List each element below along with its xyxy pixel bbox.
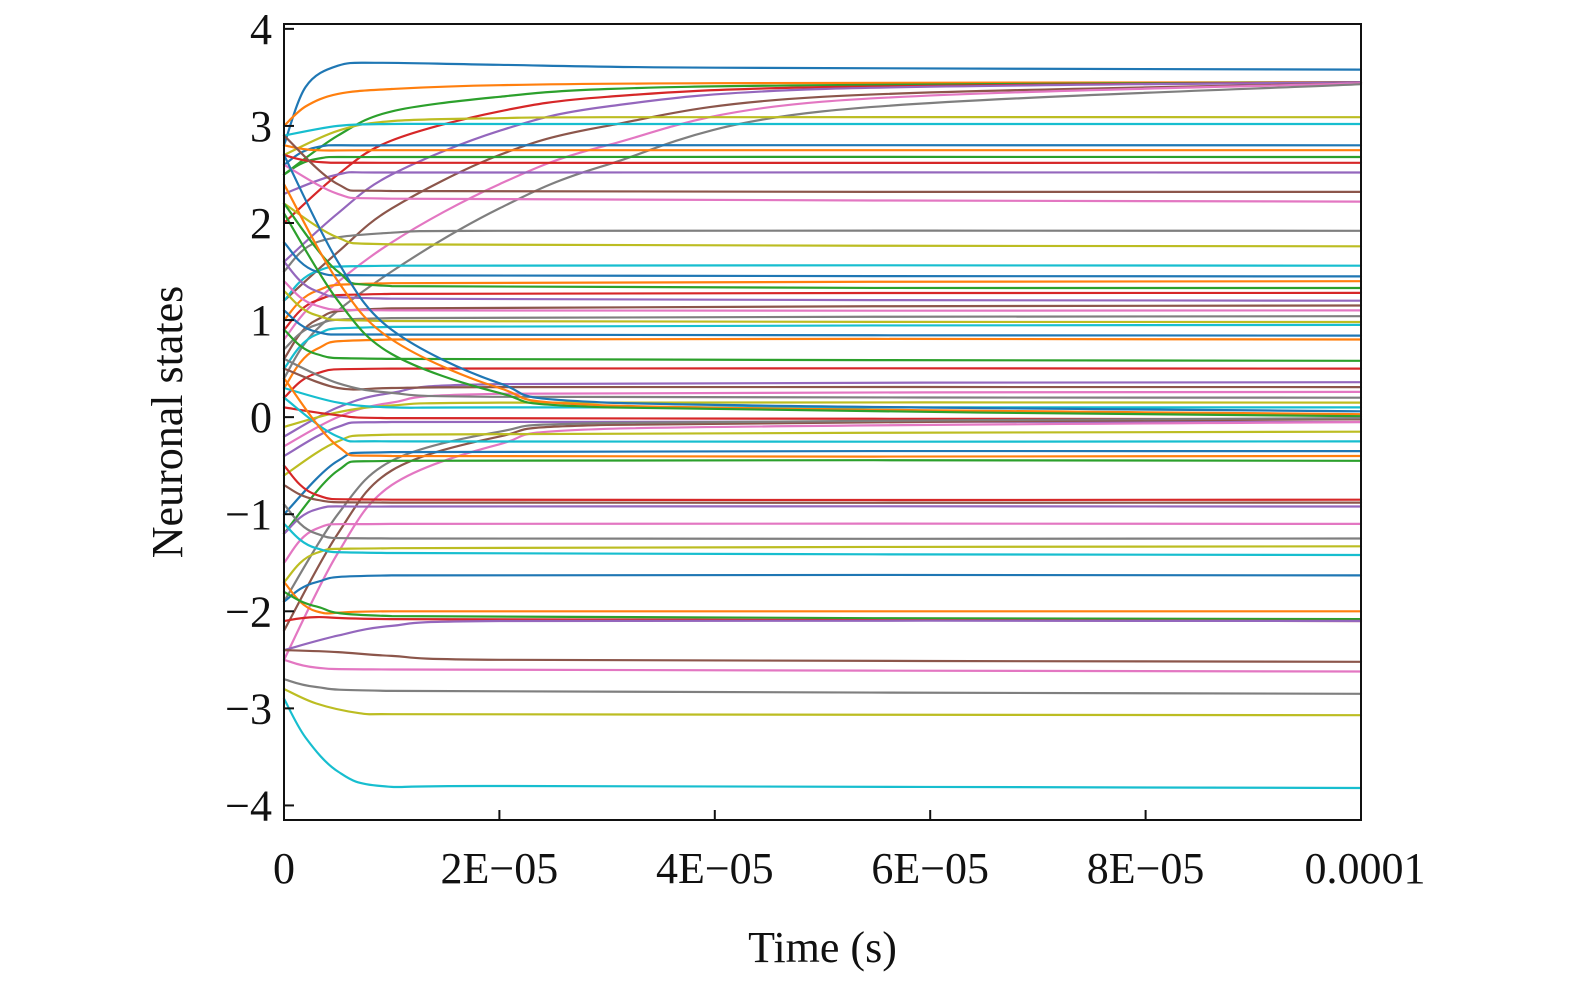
- series-line-60: [282, 522, 1363, 557]
- y-tick-label: −4: [225, 781, 272, 830]
- series-line-27: [282, 280, 1363, 312]
- y-axis-title: Neuronal states: [143, 286, 192, 558]
- series-line-59: [282, 545, 1363, 584]
- series-line-55: [282, 505, 1363, 535]
- series-line-58: [282, 503, 1363, 540]
- series-line-43: [282, 212, 1363, 418]
- series-line-62: [282, 581, 1363, 615]
- x-tick-label: 2E−05: [441, 844, 559, 893]
- series-line-36: [282, 367, 1363, 391]
- series-line-41: [282, 153, 1363, 413]
- y-tick-label: −2: [225, 587, 272, 636]
- series-line-69: [282, 687, 1363, 717]
- series-line-28: [282, 315, 1363, 351]
- x-tick-label: 8E−05: [1087, 844, 1205, 893]
- series-line-70: [282, 697, 1363, 790]
- y-tick-label: −1: [225, 490, 272, 539]
- series-line-66: [282, 649, 1363, 663]
- series-line-17: [282, 163, 1363, 203]
- series-line-31: [282, 309, 1363, 337]
- x-tick-label: 0: [273, 844, 295, 893]
- x-axis-title: Time (s): [748, 923, 897, 972]
- series-line-15: [282, 171, 1363, 195]
- series-line-40: [282, 386, 1363, 409]
- y-tick-label: 3: [250, 102, 272, 151]
- series-line-45: [282, 420, 1363, 458]
- series-line-50: [282, 396, 1363, 443]
- series-line-39: [282, 401, 1363, 428]
- y-tick-label: 1: [250, 296, 272, 345]
- series-line-24: [282, 291, 1363, 331]
- series-line-33: [282, 328, 1363, 362]
- series-line-48: [282, 417, 1363, 603]
- series-line-10: [282, 122, 1363, 137]
- series-line-11: [282, 144, 1363, 166]
- series-line-61: [282, 573, 1363, 603]
- x-tick-label: 6E−05: [871, 844, 989, 893]
- series-line-65: [282, 619, 1363, 652]
- series-line-26: [282, 304, 1363, 360]
- series-line-19: [282, 202, 1363, 248]
- series-line-30: [282, 323, 1363, 370]
- x-tick-label: 0.0001: [1305, 844, 1426, 893]
- series-line-47: [282, 420, 1363, 661]
- series-line-12: [282, 144, 1363, 152]
- series-line-46: [282, 418, 1363, 632]
- series-line-56: [282, 484, 1363, 504]
- series-line-49: [282, 430, 1363, 477]
- ticks-layer: 0 2E−05 4E−05 6E−05 8E−05 0.0001 4 3 2 1 0 −1 −2 −3 −4: [225, 5, 1425, 893]
- series-line-54: [282, 464, 1363, 502]
- series-line-53: [282, 458, 1363, 535]
- series-line-8: [282, 83, 1363, 380]
- series-line-52: [282, 377, 1363, 458]
- series-line-2: [282, 81, 1363, 127]
- series-line-37: [282, 390, 1363, 448]
- series-line-42: [282, 183, 1363, 416]
- series-line-51: [282, 449, 1363, 516]
- series-line-13: [282, 155, 1363, 176]
- x-tick-label: 4E−05: [656, 844, 774, 893]
- series-line-25: [282, 260, 1363, 302]
- series-line-6: [282, 82, 1363, 302]
- y-tick-label: 2: [250, 199, 272, 248]
- series-line-16: [282, 134, 1363, 194]
- y-tick-label: 0: [250, 393, 272, 442]
- series-line-29: [282, 289, 1363, 324]
- series-line-14: [282, 153, 1363, 164]
- series-layer: [282, 61, 1363, 790]
- series-line-9: [282, 116, 1363, 157]
- series-line-32: [282, 337, 1363, 390]
- series-line-68: [282, 678, 1363, 695]
- series-line-67: [282, 658, 1363, 673]
- series-line-23: [282, 202, 1363, 290]
- series-line-18: [282, 229, 1363, 273]
- series-line-57: [282, 522, 1363, 564]
- series-line-38: [282, 357, 1363, 399]
- series-line-1: [282, 61, 1363, 147]
- y-tick-label: 4: [250, 5, 272, 54]
- y-tick-label: −3: [225, 684, 272, 733]
- plot-frame: [283, 23, 1362, 821]
- series-line-63: [282, 590, 1363, 621]
- series-line-21: [282, 241, 1363, 278]
